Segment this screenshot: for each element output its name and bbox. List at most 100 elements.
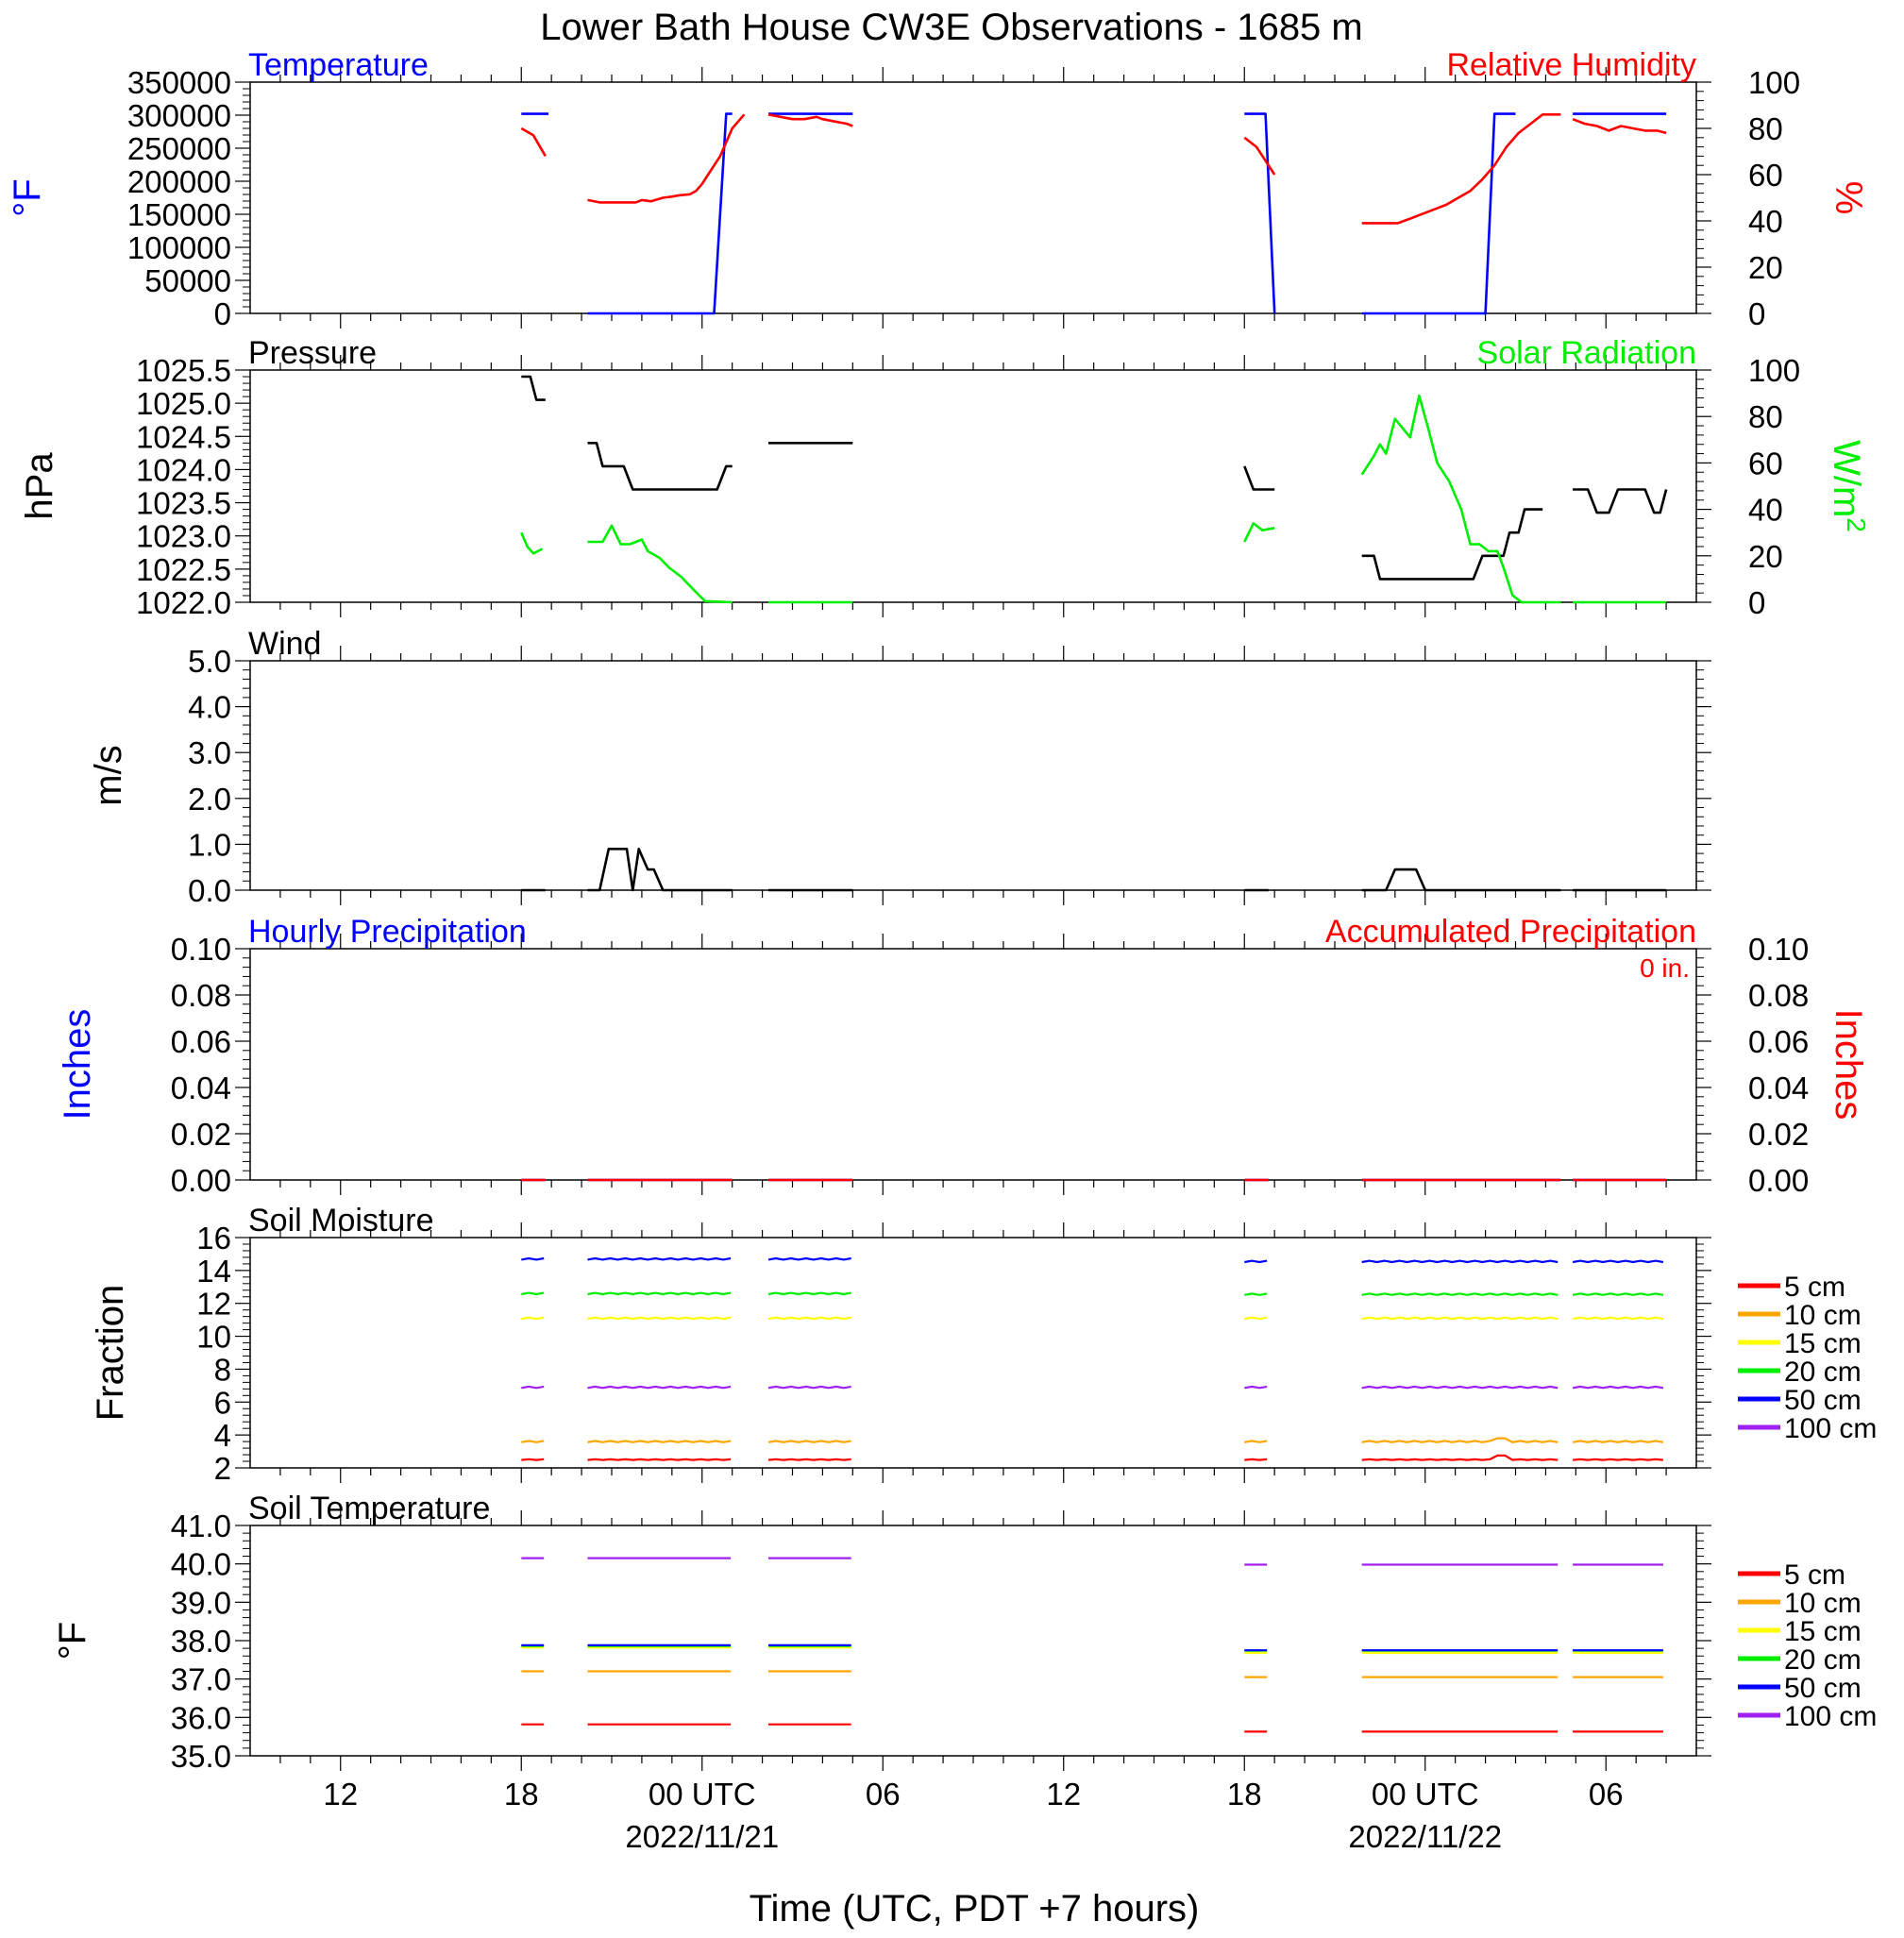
panel-5-y-tick-label: 12 (196, 1287, 231, 1322)
panel-3-y-tick-label: 2.0 (188, 782, 231, 817)
panel-5-series-line (587, 1385, 732, 1390)
x-tick-label: 06 (866, 1777, 901, 1812)
panel-3-title-left: Wind (248, 626, 321, 662)
panel-1-y-tick-label: 250000 (127, 131, 231, 166)
panel-2-series-black-line (1361, 508, 1543, 581)
panel-1-y-right-tick-label: 80 (1748, 111, 1783, 146)
panel-5-series-line (1244, 1458, 1268, 1461)
panel-6-y-tick-label: 36.0 (171, 1700, 231, 1735)
panel-1-y-tick-label: 150000 (127, 197, 231, 232)
panel-5-series-line (1572, 1292, 1664, 1296)
panel-4-ylabel-right: Inches (1828, 1009, 1869, 1121)
panel-2-title-left: Pressure (248, 335, 377, 371)
panel-5-y-tick-label: 6 (214, 1385, 231, 1420)
panel-5-y-tick-label: 8 (214, 1352, 231, 1387)
panel-6-y-tick-label: 39.0 (171, 1585, 231, 1620)
panel-5-series-line (1244, 1385, 1268, 1390)
panel-4-y-tick-label: 0.00 (171, 1163, 231, 1198)
x-tick-label: 06 (1589, 1777, 1624, 1812)
panel-5-series-line (1244, 1292, 1268, 1296)
panel-5-series-line (1244, 1316, 1268, 1321)
panel-1-series-red-line (1361, 113, 1561, 225)
panel-5-series-line (767, 1458, 851, 1461)
panel-5-series-line (521, 1385, 545, 1390)
panel-1-ylabel-left: °F (7, 178, 48, 216)
panel-5-series-line (1361, 1385, 1559, 1390)
x-tick-label: 12 (1046, 1777, 1081, 1812)
panel-5-series-line (587, 1316, 732, 1321)
panel-4-y-right-tick-label: 0.08 (1748, 978, 1809, 1013)
panel-4-annotation: 0 in. (1640, 953, 1690, 983)
panel-1-series-red-line (767, 113, 853, 127)
panel-6-frame (249, 1525, 1697, 1757)
panel-5-series-line (767, 1256, 851, 1261)
panel-5-y-tick-label: 4 (214, 1418, 231, 1453)
panel-2-y-tick-label: 1023.5 (136, 486, 231, 521)
panel-2-series-green-line (587, 524, 733, 604)
panel-3-y-tick-label: 3.0 (188, 735, 231, 770)
panel-1-series-red-line (587, 113, 746, 204)
panel-2-y-right-tick-label: 20 (1748, 539, 1783, 574)
panel-2-y-right-tick-label: 60 (1748, 446, 1783, 480)
panel-5-series-line (1361, 1316, 1559, 1321)
panel-1-y-tick-label: 50000 (144, 263, 231, 298)
panel-5-title-left: Soil Moisture (248, 1203, 434, 1239)
panel-5-series-line (1361, 1454, 1559, 1461)
panel-5-series-line (767, 1291, 851, 1296)
panel-5-legend-label: 50 cm (1784, 1385, 1862, 1416)
panel-4-y-tick-label: 0.08 (171, 978, 231, 1013)
panel-2-series-black-line (587, 441, 733, 491)
panel-2-ylabel-right-sup: 2 (1842, 517, 1871, 532)
panel-1-series-blue-line (1361, 112, 1516, 315)
panel-2-title-right: Solar Radiation (1477, 335, 1696, 371)
panel-5-series-line (1572, 1259, 1664, 1264)
panel-6-y-tick-label: 35.0 (171, 1739, 231, 1774)
panel-1-series-blue-line (587, 112, 733, 315)
panel-1-ylabel-right: % (1828, 181, 1869, 215)
panel-5-legend-label: 15 cm (1784, 1328, 1862, 1359)
panel-5-series-line (767, 1385, 851, 1390)
panel-4-ylabel-left: Inches (57, 1009, 98, 1121)
panel-2-frame (249, 369, 1697, 603)
x-tick-label: 18 (504, 1777, 539, 1812)
panel-2-series-black-line (1243, 465, 1275, 491)
panel-5-series-line (587, 1291, 732, 1296)
x-tick-label: 18 (1227, 1777, 1262, 1812)
panel-3-frame (249, 660, 1697, 891)
panel-1-series-blue-line (1244, 112, 1276, 314)
panel-4-y-right-tick-label: 0.10 (1748, 932, 1809, 967)
panel-2-series-black-line (1573, 488, 1668, 514)
x-date-label: 2022/11/22 (1348, 1819, 1502, 1854)
panel-5-legend-label: 5 cm (1784, 1272, 1845, 1303)
panel-1-y-tick-label: 350000 (127, 65, 231, 100)
panel-1-y-tick-label: 0 (214, 296, 231, 331)
panel-4-frame (249, 948, 1697, 1181)
panel-3-y-tick-label: 4.0 (188, 690, 231, 725)
panel-6-legend-label: 15 cm (1784, 1616, 1862, 1647)
panel-5-series-line (587, 1256, 732, 1261)
panel-5-series-line (767, 1316, 851, 1321)
panel-6-y-tick-label: 41.0 (171, 1508, 231, 1543)
panel-5-series-line (1573, 1458, 1663, 1461)
panel-5-series-line (521, 1256, 545, 1261)
x-tick-label: 12 (323, 1777, 358, 1812)
panel-5-legend-label: 100 cm (1784, 1413, 1877, 1444)
panel-4-y-right-tick-label: 0.06 (1748, 1024, 1809, 1059)
panel-6-y-tick-label: 37.0 (171, 1662, 231, 1697)
panel-2-series-green-line (520, 531, 544, 555)
panel-5-ylabel-left: Fraction (90, 1285, 131, 1422)
panel-2-series-black-line (521, 375, 546, 401)
panel-3-series-black-line (587, 847, 733, 892)
panel-1-y-right-tick-label: 20 (1748, 250, 1783, 285)
panel-6-legend-label: 5 cm (1784, 1559, 1845, 1591)
panel-4-y-tick-label: 0.02 (171, 1117, 231, 1152)
panel-3-series-black-line (1361, 868, 1561, 892)
panel-1-title-right: Relative Humidity (1446, 47, 1696, 83)
panel-4-y-tick-label: 0.10 (171, 932, 231, 967)
panel-6-title-left: Soil Temperature (248, 1491, 490, 1526)
panel-1-series-red-line (1243, 136, 1276, 176)
panel-3-y-tick-label: 1.0 (188, 827, 231, 862)
panel-5-series-line (1572, 1316, 1664, 1321)
